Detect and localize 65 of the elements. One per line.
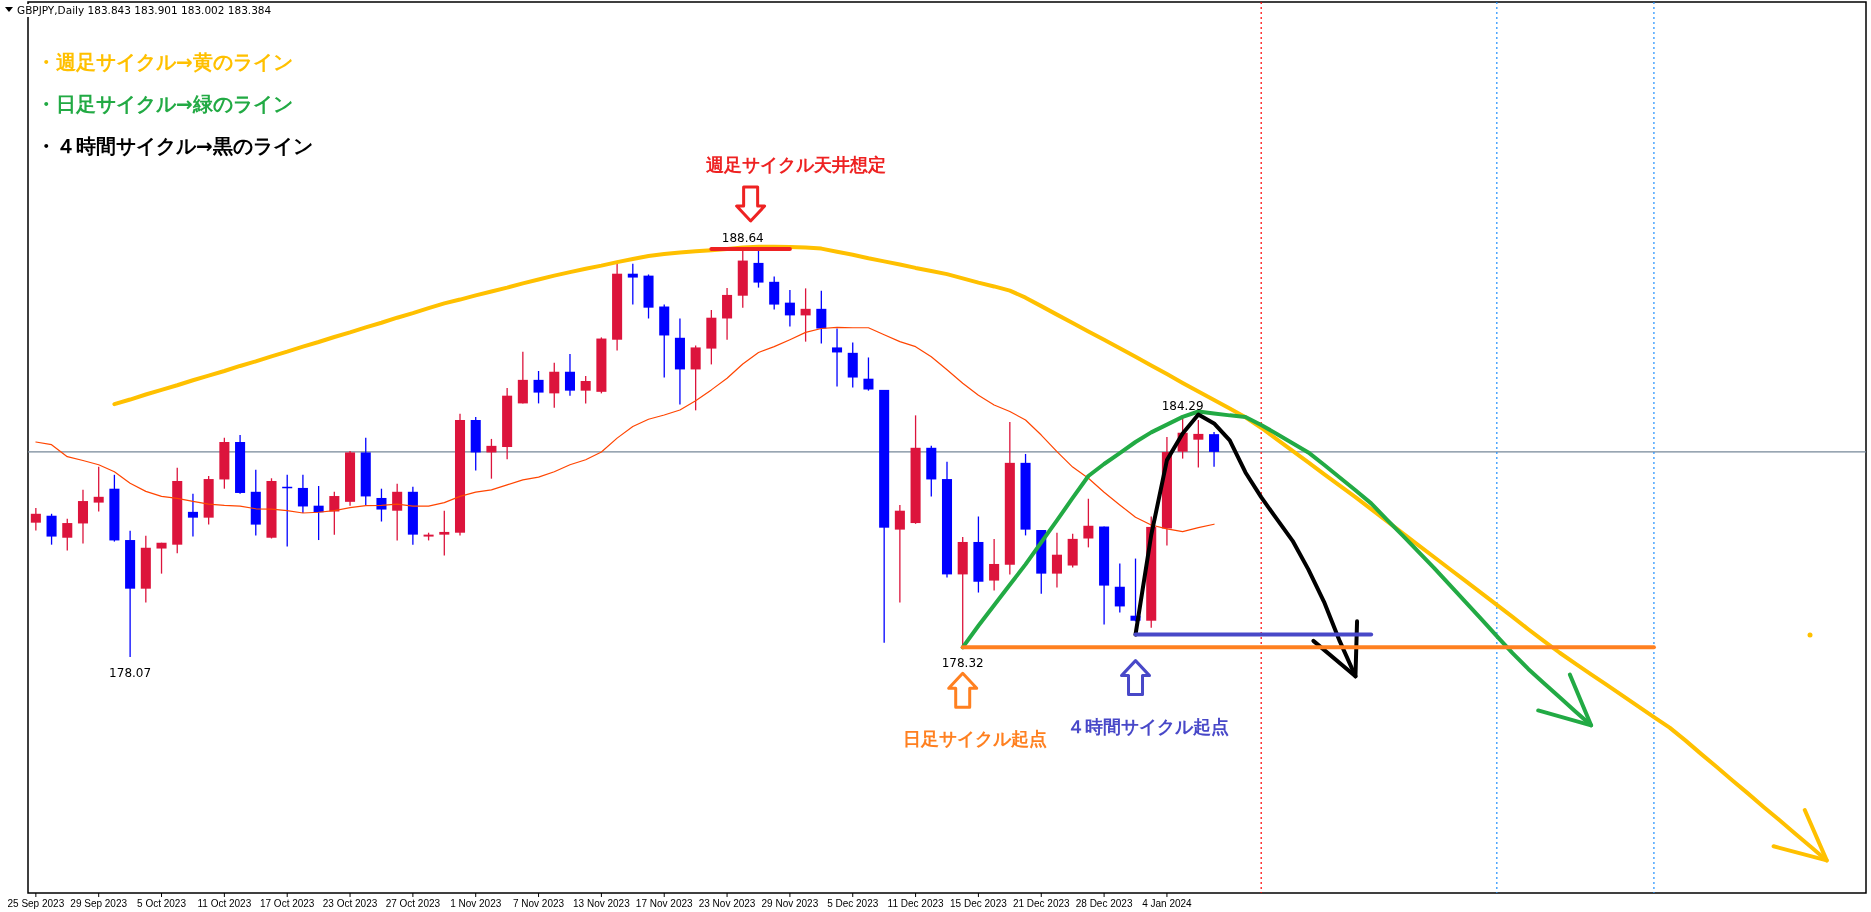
annotation: 188.64 — [721, 231, 764, 245]
candlestick — [863, 356, 874, 392]
x-tick-label: 15 Dec 2023 — [950, 898, 1008, 909]
candlestick — [769, 275, 780, 311]
candlestick — [832, 327, 843, 388]
candlestick — [816, 290, 827, 345]
x-tick-label: 23 Oct 2023 — [322, 898, 378, 909]
x-tick-label: 11 Dec 2023 — [887, 898, 944, 909]
x-tick-label: 28 Dec 2023 — [1075, 898, 1133, 909]
candlestick — [549, 362, 560, 409]
candlestick — [627, 263, 638, 306]
annotation: 184.29 — [1161, 398, 1204, 413]
text: 日足サイクル起点 — [902, 728, 1047, 750]
text: ・４時間サイクル→黒のライン — [36, 134, 313, 158]
text: 週足サイクル天井想定 — [704, 154, 886, 175]
x-tick-label: 27 Oct 2023 — [385, 898, 441, 909]
x-tick-label: 5 Oct 2023 — [137, 898, 187, 909]
x-tick-label: 29 Sep 2023 — [70, 898, 128, 909]
candlestick — [30, 507, 41, 532]
candlestick — [784, 289, 795, 328]
candlestick — [1114, 562, 1125, 614]
x-tick-label: 29 Nov 2023 — [761, 898, 819, 909]
text: ・日足サイクル→緑のライン — [36, 92, 293, 116]
x-tick-label: 17 Nov 2023 — [635, 898, 694, 909]
x-tick-label: 23 Nov 2023 — [698, 898, 756, 909]
candlestick — [77, 489, 89, 545]
candlestick — [564, 353, 575, 397]
candlestick — [439, 510, 450, 557]
x-tick-label: 17 Oct 2023 — [259, 898, 315, 909]
candlestick — [753, 249, 764, 289]
text: GBPJPY,Daily 183.843 183.901 183.002 183.384 — [17, 4, 272, 16]
candlestick — [187, 493, 198, 538]
candlestick — [580, 375, 591, 405]
x-tick-label: 1 Nov 2023 — [450, 898, 502, 909]
candlestick — [486, 438, 497, 480]
x-tick-label: 7 Nov 2023 — [512, 898, 565, 909]
text: ４時間サイクル起点 — [1066, 715, 1229, 737]
candlestick — [800, 287, 811, 343]
candlestick — [62, 518, 73, 552]
annotation: 178.07 — [109, 666, 152, 680]
x-tick-label: 25 Sep 2023 — [7, 898, 65, 909]
candlestick — [46, 513, 57, 546]
candlestick — [1083, 498, 1094, 549]
candlestick — [156, 542, 167, 575]
candlestick — [392, 483, 403, 542]
candlestick — [722, 287, 733, 341]
candlestick — [690, 344, 701, 411]
x-tick-label: 13 Nov 2023 — [573, 898, 631, 909]
candlestick — [329, 491, 340, 536]
candlestick — [533, 370, 544, 405]
candlestick — [894, 504, 905, 604]
candlestick — [989, 538, 1000, 592]
candlestick — [93, 466, 104, 513]
candlestick — [1209, 431, 1220, 468]
x-tick-label: 4 Jan 2024 — [1142, 898, 1193, 909]
candlestick — [376, 488, 387, 523]
x-tick-label: 11 Oct 2023 — [197, 898, 252, 909]
x-tick-label: 21 Dec 2023 — [1012, 898, 1071, 909]
annotation: 178.32 — [941, 656, 984, 671]
text: ・週足サイクル→黄のライン — [36, 50, 293, 74]
candlestick — [297, 474, 308, 514]
candlestick — [1051, 532, 1062, 589]
candlestick — [517, 351, 528, 405]
x-tick-label: 5 Dec 2023 — [827, 898, 879, 909]
candlestick — [1193, 419, 1204, 469]
